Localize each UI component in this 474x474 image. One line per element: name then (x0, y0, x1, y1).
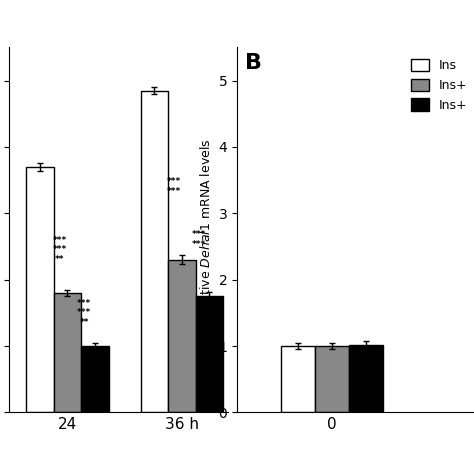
Bar (281, 346, 315, 412)
Text: ***
***
**: *** *** ** (77, 299, 91, 327)
Text: ***
***
**: *** *** ** (53, 236, 67, 264)
Text: ***
***: *** *** (167, 177, 181, 196)
Text: ***
***: *** *** (191, 230, 206, 249)
Text: B: B (245, 53, 262, 73)
Bar (81, 346, 109, 412)
Legend: Ins, Ins+, Ins+: Ins, Ins+, Ins+ (406, 54, 473, 117)
Bar (54, 293, 81, 412)
Bar (168, 260, 195, 412)
Bar (26, 167, 54, 412)
Bar (195, 296, 223, 412)
Bar (349, 345, 383, 412)
Bar (141, 91, 168, 412)
Bar (315, 346, 349, 412)
Y-axis label: Relative $\it{Dehal1}$ mRNA levels: Relative $\it{Dehal1}$ mRNA levels (199, 138, 213, 322)
